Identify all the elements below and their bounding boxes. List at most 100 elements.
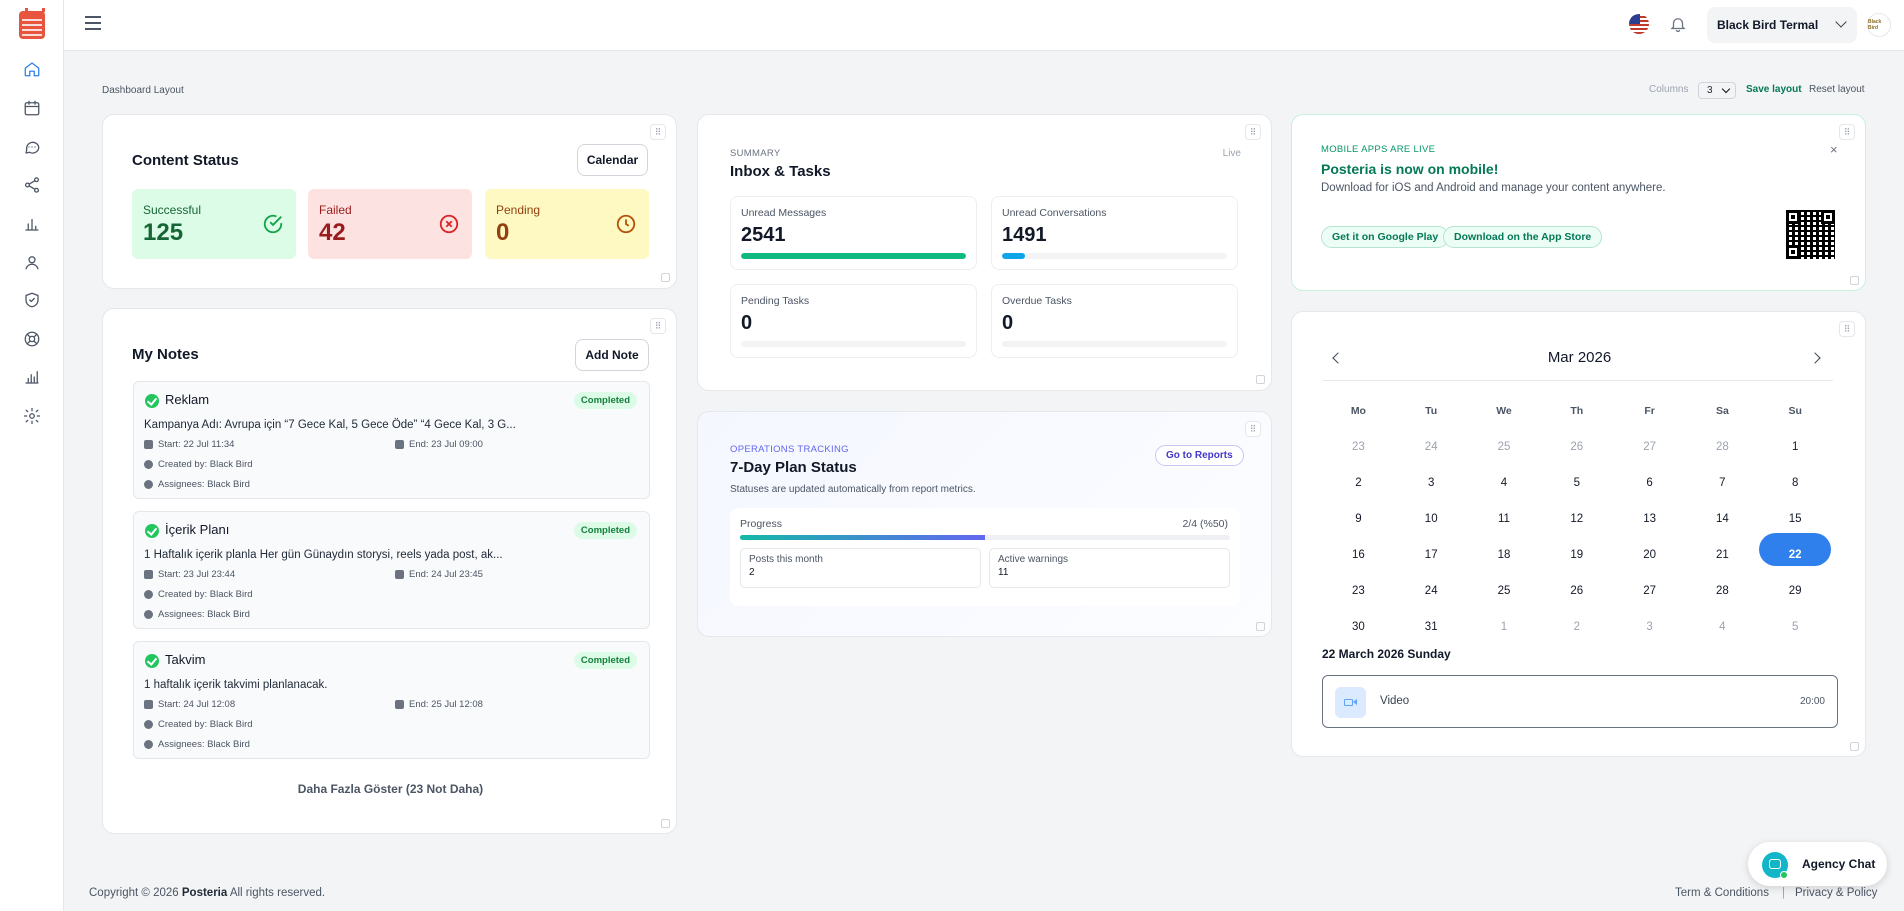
calendar-day[interactable]: 28	[1715, 441, 1729, 453]
note-item[interactable]: Reklam Completed Kampanya Adı: Avrupa iç…	[133, 381, 650, 499]
inbox-title: Inbox & Tasks	[730, 163, 831, 180]
calendar-day[interactable]: 31	[1424, 621, 1438, 633]
calendar-day[interactable]: 25	[1497, 441, 1511, 453]
reports-icon[interactable]	[18, 363, 46, 391]
calendar-day[interactable]: 28	[1715, 585, 1729, 597]
note-created-text: Created by: Black Bird	[158, 589, 253, 600]
resize-handle[interactable]	[1850, 742, 1859, 751]
calendar-day[interactable]: 23	[1352, 441, 1365, 453]
pending-tasks-metric[interactable]: Pending Tasks 0	[730, 284, 977, 358]
note-item[interactable]: Takvim Completed 1 haftalık içerik takvi…	[133, 641, 650, 759]
add-note-button[interactable]: Add Note	[575, 339, 649, 371]
avatar[interactable]: Black Bird	[1867, 13, 1891, 37]
calendar-day[interactable]: 5	[1791, 621, 1799, 633]
resize-handle[interactable]	[661, 273, 670, 282]
settings-gear-icon[interactable]	[18, 402, 46, 430]
terms-link[interactable]: Term & Conditions	[1675, 887, 1769, 899]
calendar-day[interactable]: 5	[1573, 477, 1580, 489]
calendar-day[interactable]: 29	[1788, 585, 1802, 597]
resize-handle[interactable]	[1850, 276, 1859, 285]
calendar-day[interactable]: 7	[1719, 477, 1726, 489]
app-store-button[interactable]: Download on the App Store	[1443, 226, 1603, 248]
drag-handle-icon[interactable]: ⠿	[1245, 421, 1261, 437]
calendar-day[interactable]: 2	[1355, 477, 1362, 489]
calendar-day[interactable]: 10	[1424, 513, 1438, 525]
drag-handle-icon[interactable]: ⠿	[1245, 124, 1261, 140]
calendar-day[interactable]: 27	[1643, 585, 1656, 597]
resize-handle[interactable]	[1256, 375, 1265, 384]
overdue-tasks-metric[interactable]: Overdue Tasks 0	[991, 284, 1238, 358]
us-flag-icon[interactable]	[1629, 14, 1649, 34]
calendar-day[interactable]: 1	[1791, 441, 1799, 453]
content-status-card: ⠿ Content Status Calendar Successful 125…	[102, 114, 677, 289]
close-icon[interactable]: ×	[1830, 142, 1838, 157]
share-icon[interactable]	[18, 171, 46, 199]
calendar-day[interactable]: 19	[1570, 549, 1584, 561]
go-to-reports-button[interactable]: Go to Reports	[1155, 445, 1244, 466]
event-item[interactable]: Video 20:00	[1322, 675, 1838, 728]
google-play-button[interactable]: Get it on Google Play	[1321, 226, 1450, 248]
calendar-day[interactable]: 2	[1573, 621, 1580, 633]
calendar-day[interactable]: 25	[1497, 585, 1511, 597]
drag-handle-icon[interactable]: ⠿	[650, 124, 666, 140]
calendar-day[interactable]: 9	[1355, 513, 1362, 525]
calendar-day[interactable]: 23	[1352, 585, 1365, 597]
drag-handle-icon[interactable]: ⠿	[1839, 321, 1855, 337]
calendar-day[interactable]: 11	[1498, 513, 1510, 525]
resize-handle[interactable]	[661, 819, 670, 828]
calendar-day[interactable]: 26	[1570, 585, 1584, 597]
calendar-day[interactable]: 21	[1715, 549, 1729, 561]
bar-chart-icon[interactable]	[18, 210, 46, 238]
calendar-day[interactable]: 24	[1424, 441, 1438, 453]
calendar-day[interactable]: 16	[1352, 549, 1365, 561]
unread-messages-metric[interactable]: Unread Messages 2541	[730, 196, 977, 270]
chat-bubble-icon[interactable]	[18, 133, 46, 161]
calendar-day[interactable]: 6	[1646, 477, 1653, 489]
menu-toggle-icon[interactable]	[85, 16, 101, 30]
calendar-icon	[395, 570, 404, 579]
calendar-day[interactable]: 4	[1719, 621, 1726, 633]
calendar-day[interactable]: 12	[1570, 513, 1584, 525]
home-icon[interactable]	[18, 55, 46, 83]
support-icon[interactable]	[18, 325, 46, 353]
show-more-button[interactable]: Daha Fazla Göster (23 Not Daha)	[297, 782, 484, 796]
unread-conversations-metric[interactable]: Unread Conversations 1491	[991, 196, 1238, 270]
pending-stat[interactable]: Pending 0	[485, 189, 649, 259]
users-icon	[144, 610, 153, 619]
calendar-day[interactable]: 8	[1791, 477, 1799, 489]
calendar-day-selected[interactable]: 22	[1758, 533, 1832, 566]
calendar-day[interactable]: 26	[1570, 441, 1584, 453]
notification-bell-icon[interactable]	[1669, 15, 1687, 33]
calendar-day[interactable]: 18	[1497, 549, 1511, 561]
calendar-day[interactable]: 3	[1646, 621, 1653, 633]
calendar-day[interactable]: 4	[1500, 477, 1508, 489]
calendar-day[interactable]: 3	[1427, 477, 1435, 489]
note-item[interactable]: İçerik Planı Completed 1 Haftalık içerik…	[133, 511, 650, 629]
calendar-day[interactable]: 14	[1715, 513, 1729, 525]
reset-layout-button[interactable]: Reset layout	[1809, 84, 1865, 95]
calendar-day[interactable]: 30	[1352, 621, 1365, 633]
calendar-day[interactable]: 17	[1424, 549, 1438, 561]
users-icon	[144, 740, 153, 749]
calendar-button[interactable]: Calendar	[577, 144, 648, 176]
calendar-icon[interactable]	[18, 94, 46, 122]
calendar-day[interactable]: 1	[1500, 621, 1508, 633]
user-icon[interactable]	[18, 248, 46, 276]
account-switcher[interactable]: Black Bird Termal	[1707, 7, 1857, 43]
privacy-link[interactable]: Privacy & Policy	[1795, 887, 1878, 899]
resize-handle[interactable]	[1256, 622, 1265, 631]
save-layout-button[interactable]: Save layout	[1746, 84, 1802, 95]
calendar-day[interactable]: 13	[1643, 513, 1656, 525]
calendar-day[interactable]: 27	[1643, 441, 1656, 453]
drag-handle-icon[interactable]: ⠿	[1839, 124, 1855, 140]
shield-icon[interactable]	[18, 286, 46, 314]
successful-stat[interactable]: Successful 125	[132, 189, 296, 259]
failed-stat[interactable]: Failed 42	[308, 189, 472, 259]
calendar-day[interactable]: 24	[1424, 585, 1438, 597]
columns-select[interactable]: 3	[1698, 82, 1736, 99]
calendar-day[interactable]: 15	[1788, 513, 1802, 525]
calendar-day[interactable]: 20	[1643, 549, 1656, 561]
posteria-logo[interactable]	[19, 8, 45, 39]
drag-handle-icon[interactable]: ⠿	[650, 318, 666, 334]
agency-chat-button[interactable]: Agency Chat	[1748, 842, 1887, 886]
